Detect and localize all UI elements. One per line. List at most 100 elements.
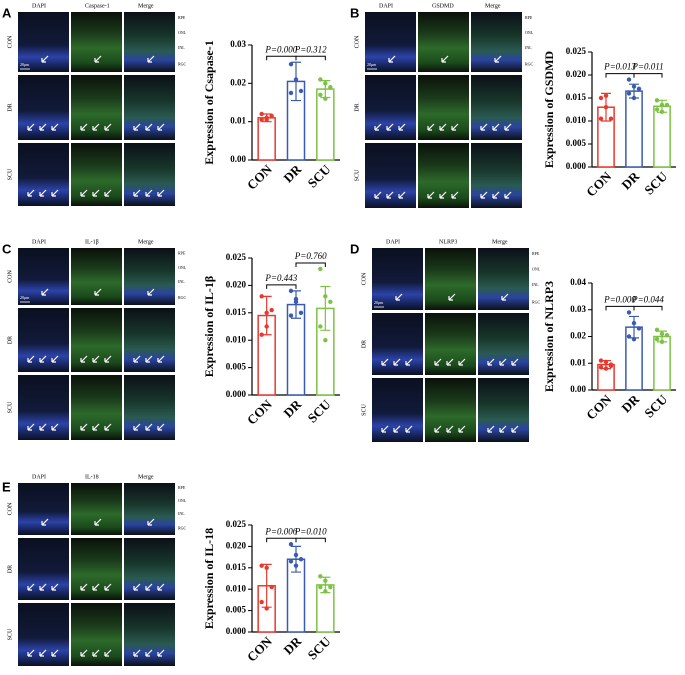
arrow xyxy=(157,189,165,197)
arrow xyxy=(386,191,394,199)
data-point xyxy=(288,559,294,564)
data-point xyxy=(318,92,323,98)
data-point xyxy=(298,88,304,94)
x-tick-label: CON xyxy=(583,168,614,199)
arrow xyxy=(133,355,141,363)
arrow xyxy=(441,55,449,63)
p-value: P=0.760 xyxy=(294,251,327,261)
row-label: DR xyxy=(354,103,360,111)
row-label: DR xyxy=(7,565,13,573)
panel-letter: D xyxy=(350,241,359,256)
column-label: Merge xyxy=(138,239,154,245)
significance-bracket xyxy=(295,55,326,61)
data-point xyxy=(603,93,609,98)
y-tick-label: 0.010 xyxy=(566,115,587,125)
data-point xyxy=(293,552,299,558)
y-tick-label: 0.020 xyxy=(226,540,247,550)
x-tick-label: DR xyxy=(618,391,642,415)
data-point xyxy=(603,359,609,365)
y-axis-label: Expression of IL-18 xyxy=(202,528,216,629)
micrograph xyxy=(124,538,175,600)
p-value: P=0.044 xyxy=(631,294,664,304)
data-point xyxy=(598,358,604,363)
data-point xyxy=(323,294,328,299)
micrograph xyxy=(124,308,175,372)
layer-label: RGC xyxy=(525,62,534,67)
arrow xyxy=(458,425,466,433)
column-label: Merge xyxy=(138,474,154,480)
data-point xyxy=(298,310,304,315)
layer-label: ONL xyxy=(178,265,187,270)
arrow xyxy=(27,423,35,431)
arrow xyxy=(386,123,394,131)
p-value: P=0.312 xyxy=(294,44,327,54)
arrow xyxy=(145,355,153,363)
data-point xyxy=(598,95,604,101)
micrograph xyxy=(478,378,529,442)
data-point xyxy=(631,320,637,326)
scale-label: 20μm xyxy=(374,300,384,305)
layer-label: RPE xyxy=(525,15,533,20)
data-point xyxy=(631,84,637,89)
arrow xyxy=(104,583,112,591)
arrow xyxy=(434,358,442,366)
bar xyxy=(653,105,671,168)
data-point xyxy=(631,336,637,342)
y-tick-label: 0.005 xyxy=(566,138,587,148)
layer-label: ONL xyxy=(525,30,534,35)
x-tick-label: DR xyxy=(280,396,304,420)
data-point xyxy=(293,299,299,305)
data-point xyxy=(264,117,269,122)
y-tick-label: 0.005 xyxy=(226,605,247,615)
arrow xyxy=(39,355,47,363)
row-label: DR xyxy=(7,336,13,344)
micrograph xyxy=(471,12,522,72)
data-point xyxy=(631,95,637,101)
data-point xyxy=(598,365,604,370)
data-point xyxy=(293,563,299,568)
micrograph xyxy=(365,75,416,140)
arrow xyxy=(501,293,509,301)
arrow xyxy=(480,191,488,199)
arrow xyxy=(147,288,155,296)
arrow xyxy=(80,189,88,197)
micrograph xyxy=(71,538,122,600)
arrow xyxy=(51,649,59,657)
arrow xyxy=(458,358,466,366)
y-tick-label: 0.005 xyxy=(226,362,247,372)
arrow xyxy=(395,293,403,301)
arrow xyxy=(504,191,512,199)
column-label: GSDMD xyxy=(432,3,454,9)
arrow xyxy=(388,55,396,63)
arrow xyxy=(374,123,382,131)
data-point xyxy=(264,324,269,329)
panel-letter: A xyxy=(2,5,12,20)
arrow xyxy=(51,189,59,197)
layer-label: INL xyxy=(178,45,185,50)
data-point xyxy=(259,563,264,568)
x-tick-label: CON xyxy=(244,396,275,427)
data-point xyxy=(288,288,294,294)
data-point xyxy=(636,86,642,92)
arrow xyxy=(451,191,459,199)
data-point xyxy=(259,117,264,122)
data-point xyxy=(269,113,274,119)
arrow xyxy=(499,358,507,366)
x-tick-label: SCU xyxy=(305,633,334,662)
micrograph xyxy=(471,143,522,208)
arrow xyxy=(494,55,502,63)
column-label: Merge xyxy=(485,3,501,9)
data-point xyxy=(323,578,328,583)
arrow xyxy=(147,55,155,63)
layer-label: ONL xyxy=(178,30,187,35)
arrow xyxy=(94,55,102,63)
y-axis-label: Expression of NLRP3 xyxy=(542,281,556,392)
arrow xyxy=(405,358,413,366)
significance-bracket xyxy=(266,284,297,289)
arrow xyxy=(393,358,401,366)
data-point xyxy=(603,105,609,110)
column-label: DAPI xyxy=(32,474,46,480)
arrow xyxy=(427,191,435,199)
